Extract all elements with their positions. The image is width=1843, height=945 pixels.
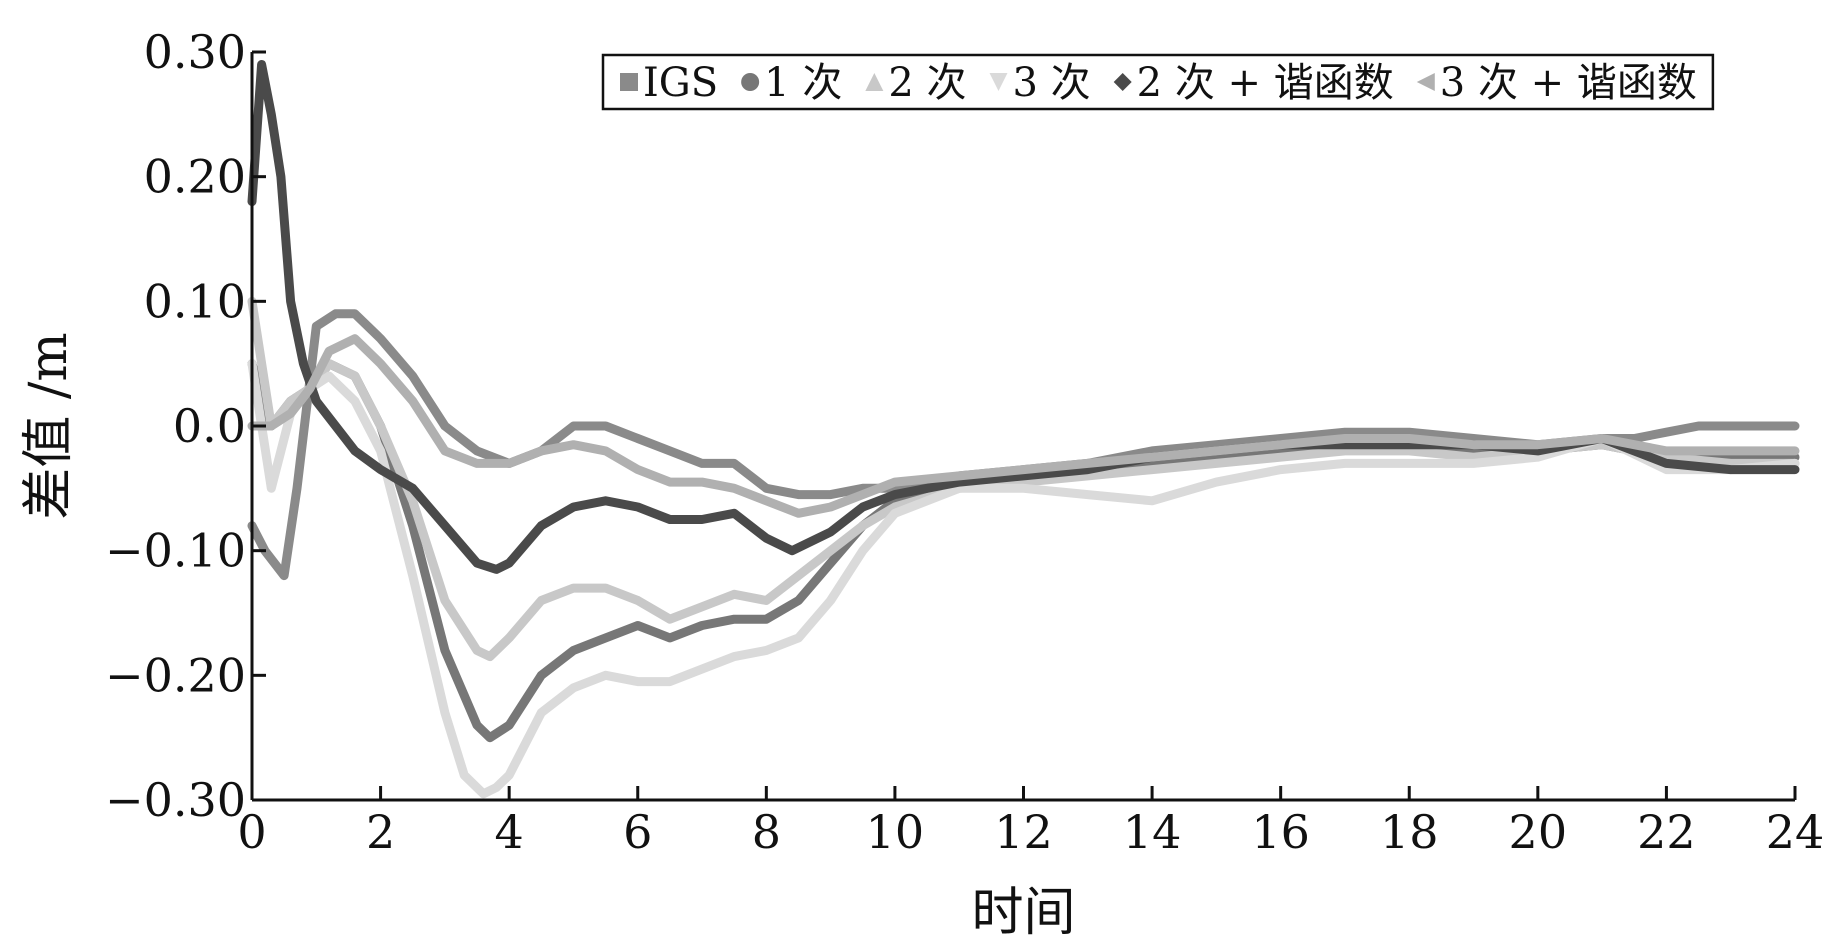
legend-label: 1 次 <box>764 60 842 106</box>
x-tick-label: 4 <box>495 805 524 859</box>
legend-item: 3 次 <box>989 60 1091 106</box>
x-tick-label: 22 <box>1637 805 1696 859</box>
y-tick-label: −0.10 <box>105 524 246 578</box>
legend-marker-square <box>620 73 638 91</box>
legend-item: 1 次 <box>741 60 842 106</box>
legend-item: 3 次 + 谐函数 <box>1416 60 1697 106</box>
x-tick-label: 0 <box>237 805 266 859</box>
y-ticks: 0.30 0.20 0.10 0.0 −0.10 −0.20 −0.30 <box>105 25 266 827</box>
x-tick-label: 10 <box>866 805 925 859</box>
x-tick-label: 16 <box>1251 805 1310 859</box>
plot-lines <box>247 60 1800 799</box>
x-tick-label: 24 <box>1766 805 1825 859</box>
x-tick-label: 8 <box>752 805 781 859</box>
series-line-5 <box>247 334 1800 518</box>
legend-box <box>601 53 1715 111</box>
x-tick-label: 20 <box>1509 805 1568 859</box>
legend-marker-diamond <box>1113 73 1132 91</box>
x-axis-title: 时间 <box>971 883 1075 943</box>
y-tick-label: 0.20 <box>144 150 246 204</box>
x-tick-label: 6 <box>623 805 652 859</box>
legend-marker-triangle-down <box>989 73 1008 91</box>
y-tick-label: −0.30 <box>105 773 246 827</box>
x-tick-label: 18 <box>1380 805 1439 859</box>
x-ticks: 0 2 4 6 8 10 12 14 16 18 20 22 24 <box>237 786 1824 859</box>
legend-marker-triangle-up <box>865 73 884 91</box>
x-tick-label: 14 <box>1123 805 1182 859</box>
y-tick-label: 0.10 <box>144 274 246 328</box>
legend-item: IGS <box>620 60 718 106</box>
legend-item: 2 次 + 谐函数 <box>1113 60 1394 106</box>
series-line-4 <box>247 60 1800 574</box>
series-line-3 <box>247 359 1800 799</box>
legend-item: 2 次 <box>865 60 967 106</box>
legend-label: 2 次 + 谐函数 <box>1137 60 1394 106</box>
series-line-2 <box>247 296 1800 662</box>
y-tick-label: 0.0 <box>173 399 246 453</box>
x-tick-label: 12 <box>994 805 1053 859</box>
legend-label: 3 次 + 谐函数 <box>1440 60 1697 106</box>
x-tick-label: 2 <box>366 805 395 859</box>
legend-label: IGS <box>643 60 718 106</box>
legend-label: 2 次 <box>888 60 966 106</box>
y-axis-title: 差值 /m <box>19 332 79 519</box>
y-tick-label: −0.20 <box>105 648 246 702</box>
y-tick-label: 0.30 <box>144 25 246 79</box>
axes: 0 2 4 6 8 10 12 14 16 18 20 22 24 0.300.200.100.0−0.… <box>105 25 1824 859</box>
legend: IGS 1 次 2 次 3 次 2 次 + 谐函数 3 次 + 谐函数 <box>601 53 1715 111</box>
legend-label: 3 次 <box>1013 60 1091 106</box>
legend-marker-circle <box>741 73 760 91</box>
series-line-1 <box>247 359 1800 743</box>
legend-marker-triangle-left <box>1416 73 1435 91</box>
